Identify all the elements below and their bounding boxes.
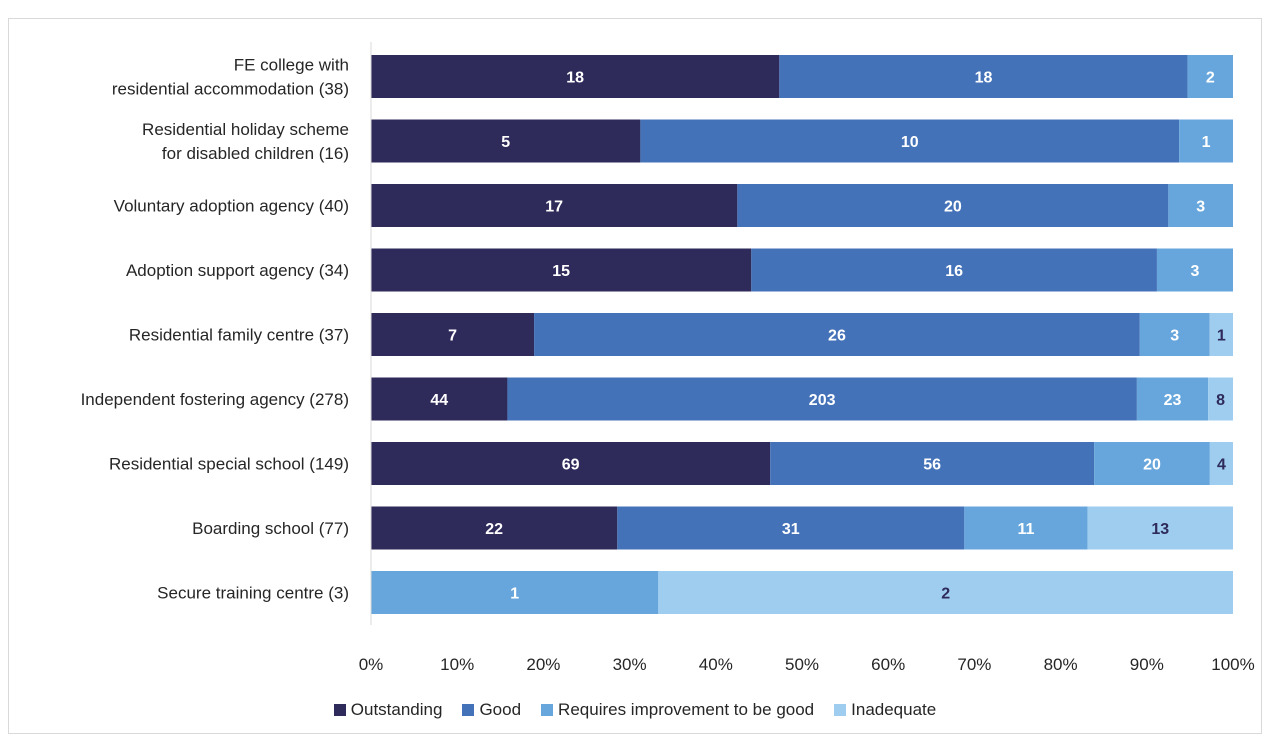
x-axis-tick-labels: 0% 10% 20% 30% 40% 50% 60% 70% 80% 90% 100% xyxy=(359,655,1255,674)
category-labels: FE college with residential accommodation… xyxy=(81,56,349,603)
bar-value-label: 8 xyxy=(1216,392,1225,409)
bar-value-label: 7 xyxy=(448,328,457,345)
category-label: FE college with residential accommodation… xyxy=(112,56,349,99)
x-tick-label: 70% xyxy=(957,655,991,674)
bar-value-label: 2 xyxy=(941,586,950,603)
bar-value-label: 3 xyxy=(1191,263,1200,280)
chart-frame xyxy=(8,18,1262,734)
category-label: Voluntary adoption agency (40) xyxy=(114,197,349,216)
x-tick-label: 60% xyxy=(871,655,905,674)
legend-item: Outstanding xyxy=(333,700,443,720)
bars xyxy=(371,55,1234,614)
bar-value-label: 18 xyxy=(566,70,584,87)
bar-value-label: 56 xyxy=(923,457,941,474)
bar-segment xyxy=(371,248,752,292)
bar-segment xyxy=(371,571,659,614)
bar-value-label: 44 xyxy=(430,392,448,409)
bar-value-label: 20 xyxy=(944,199,962,216)
x-tick-label: 80% xyxy=(1044,655,1078,674)
bar-value-label: 26 xyxy=(828,328,846,345)
bar-value-label: 69 xyxy=(562,457,580,474)
bar-segment xyxy=(371,377,508,421)
bar-segment xyxy=(1209,442,1233,485)
bar-value-label: 18 xyxy=(975,70,993,87)
bar-segment xyxy=(534,313,1140,356)
bar-value-label: 203 xyxy=(809,392,836,409)
bar-value-label: 10 xyxy=(901,134,919,151)
bar-value-label: 17 xyxy=(545,199,563,216)
category-label: Residential special school (149) xyxy=(109,455,349,474)
bar-segment xyxy=(617,506,965,550)
category-label: Boarding school (77) xyxy=(192,519,349,538)
bar-value-label: 4 xyxy=(1217,457,1226,474)
legend-label: Requires improvement to be good xyxy=(558,700,815,719)
bar-segment xyxy=(507,377,1137,421)
bar-value-labels: 18 18 25 10 117 20 315 16 37 26 3 144 203 23 869 56 20 42… xyxy=(430,70,1226,603)
x-tick-label: 90% xyxy=(1130,655,1164,674)
bar-value-label: 13 xyxy=(1151,521,1169,538)
bar-segment xyxy=(964,506,1088,550)
bar-segment xyxy=(770,442,1095,485)
x-tick-label: 30% xyxy=(613,655,647,674)
legend-label: Outstanding xyxy=(350,700,443,719)
bar-segment xyxy=(1139,313,1210,356)
bar-segment xyxy=(658,571,1233,614)
legend-swatch xyxy=(834,704,847,716)
bar-value-label: 11 xyxy=(1017,521,1034,538)
legend-item: Inadequate xyxy=(834,700,936,720)
bar-segment xyxy=(751,248,1157,292)
legend-label: Inadequate xyxy=(851,700,937,719)
x-tick-label: 10% xyxy=(440,655,474,674)
bar-segment xyxy=(1094,442,1210,485)
bar-segment xyxy=(1208,377,1233,421)
category-label: Independent fostering agency (278) xyxy=(81,390,349,409)
category-label: Adoption support agency (34) xyxy=(126,261,349,280)
bar-value-label: 16 xyxy=(945,263,963,280)
bar-value-label: 5 xyxy=(501,134,510,151)
x-tick-label: 0% xyxy=(359,655,384,674)
bar-segment xyxy=(1168,184,1233,227)
legend-label: Good xyxy=(479,700,522,719)
bar-segment xyxy=(371,55,780,98)
bar-segment xyxy=(1087,506,1233,550)
bar-value-label: 3 xyxy=(1170,328,1179,345)
bar-value-label: 15 xyxy=(552,263,570,280)
x-tick-label: 100% xyxy=(1211,655,1254,674)
bar-segment xyxy=(640,119,1180,163)
x-tick-label: 40% xyxy=(699,655,733,674)
bar-segment xyxy=(1179,119,1234,163)
stacked-bar-chart: FE college with residential accommodation… xyxy=(81,42,1255,674)
x-tick-label: 20% xyxy=(526,655,560,674)
bar-segment xyxy=(1136,377,1209,421)
legend: Outstanding Good Requires improvement to b… xyxy=(0,700,1270,720)
legend-swatch xyxy=(333,704,346,716)
legend-item: Good xyxy=(462,700,521,720)
bar-segment xyxy=(371,506,618,550)
bar-value-label: 22 xyxy=(485,521,503,538)
bar-segment xyxy=(371,313,535,356)
bar-value-label: 31 xyxy=(782,521,800,538)
bar-value-label: 1 xyxy=(1217,328,1226,345)
bar-segment xyxy=(371,119,641,163)
bar-segment xyxy=(779,55,1188,98)
x-tick-label: 50% xyxy=(785,655,819,674)
bar-segment xyxy=(371,184,738,227)
category-label: Residential family centre (37) xyxy=(129,326,349,345)
legend-swatch xyxy=(541,704,554,716)
bar-value-label: 20 xyxy=(1143,457,1161,474)
category-label: Residential holiday scheme for disabled c… xyxy=(142,120,349,163)
bar-value-label: 3 xyxy=(1196,199,1205,216)
bar-segment xyxy=(371,442,771,485)
bar-segment xyxy=(1156,248,1233,292)
legend-item: Requires improvement to be good xyxy=(541,700,814,720)
bar-segment xyxy=(737,184,1169,227)
legend-swatch xyxy=(462,704,475,716)
bar-value-label: 23 xyxy=(1164,392,1182,409)
bar-segment xyxy=(1187,55,1233,98)
bar-value-label: 1 xyxy=(510,586,519,603)
bar-value-label: 1 xyxy=(1202,134,1211,151)
bar-segment xyxy=(1209,313,1233,356)
bar-value-label: 2 xyxy=(1206,70,1215,87)
category-label: Secure training centre (3) xyxy=(157,584,349,603)
